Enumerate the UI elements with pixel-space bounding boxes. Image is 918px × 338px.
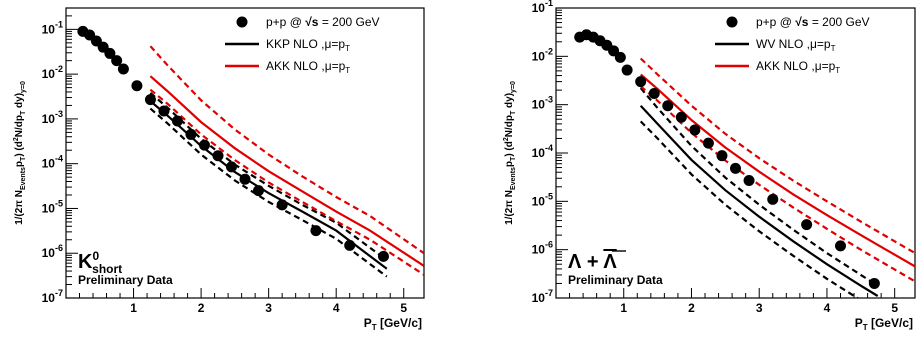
x-axis-label: PT [GeV/c] [364,316,422,332]
curve-wv-nlo-lower [639,120,860,298]
data-point [689,124,701,136]
curve-kkp-nlo-upper [149,92,388,262]
preliminary-label: Preliminary Data [568,273,663,287]
x-tick-label: 4 [333,301,340,315]
data-point [767,193,779,205]
legend-label: WV NLO ,μ=pT [756,37,836,53]
data-point [198,139,210,151]
y-tick-label: 10-6 [532,240,553,257]
y-tick-label: 10-4 [532,143,553,160]
data-point [716,150,728,162]
y-axis-label: 1/(2π NEventspT) (d2N/dpT dy)y=0 [503,81,517,225]
x-tick-label: 5 [891,301,898,315]
data-point [344,239,356,251]
data-point [158,105,170,117]
data-point [621,64,633,76]
y-tick-label: 10-5 [532,191,553,208]
plot-frame [65,7,425,299]
x-axis-label: PT [GeV/c] [855,316,913,332]
curve-akk-nlo-upper [639,57,915,255]
plot-area [574,29,915,298]
data-point [104,47,116,59]
y-axis-label: 1/(2π NEventspT) (d2N/dpT dy)y=0 [13,81,27,225]
legend-label: AKK NLO ,μ=pT [756,59,840,75]
x-tick-label: 1 [620,301,627,315]
data-point [310,225,322,237]
data-point [239,173,251,185]
legend-label: KKP NLO ,μ=pT [266,37,350,53]
data-point [212,150,224,162]
curve-akk-nlo-p-t [639,73,915,268]
y-tick-label: 10-2 [42,64,63,81]
legend-marker [726,16,738,28]
data-point [111,55,123,67]
data-point [743,174,755,186]
legend-label: AKK NLO ,μ=pT [266,59,350,75]
y-tick-label: 10-4 [42,154,63,171]
panel-right: 1 2 3 4 5 10-7 10-6 10-5 10-4 10-3 10-2 10-1 PT [GeV… [503,0,916,332]
curve-akk-nlo-lower [639,85,915,283]
curve-akk-nlo-upper [149,45,424,255]
curve-wv-nlo-p-t [639,104,879,297]
x-tick-label: 2 [688,301,695,315]
preliminary-label: Preliminary Data [78,273,173,287]
data-point [635,76,647,88]
data-point [702,137,714,149]
y-tick-label: 10-3 [42,109,63,126]
data-point [144,94,156,106]
data-point [608,45,620,57]
x-tick-label: 3 [756,301,763,315]
legend-label: p+p @ √s = 200 GeV [756,15,870,29]
x-tick-label: 3 [265,301,272,315]
y-tick-label: 10-6 [42,243,63,260]
y-tick-label: 10-5 [42,198,63,215]
data-point [185,128,197,140]
data-point [225,161,237,173]
particle-label: Λ + Λ [568,251,617,273]
legend-marker [236,16,248,28]
legend-label: p+p @ √s = 200 GeV [266,15,380,29]
data-point [377,250,389,262]
data-point [614,51,626,63]
y-tick-label: 10-3 [532,95,553,112]
x-tick-label: 4 [824,301,831,315]
x-tick-label: 2 [198,301,205,315]
data-point [648,88,660,100]
data-point [801,219,813,231]
y-tick-label: 10-1 [42,19,63,36]
data-point [834,240,846,252]
y-tick-label: 10-7 [532,288,553,305]
curve-wv-nlo-upper [639,87,879,287]
plot-area [77,25,424,278]
data-point [730,162,741,174]
data-point [131,80,143,92]
y-tick-label: 10-2 [532,46,553,63]
data-point [117,63,129,75]
x-tick-label: 1 [130,301,137,315]
curve-akk-nlo-p-t [149,75,424,267]
curve-akk-nlo-lower [149,88,424,276]
curve-kkp-nlo-lower [149,107,388,278]
data-point [171,115,183,127]
data-point [253,185,265,197]
data-point [675,111,687,123]
data-point [276,199,288,211]
data-point [662,100,674,112]
particle-label: K0 short [78,249,122,276]
data-point [868,277,880,289]
x-tick-label: 5 [400,301,407,315]
y-tick-label: 10-7 [42,288,63,305]
y-tick-label: 10-1 [532,0,553,15]
panel-left: 1 2 3 4 5 10-7 10-6 10-5 10-4 10-3 10-2 10-1 PT [GeV… [13,7,425,332]
